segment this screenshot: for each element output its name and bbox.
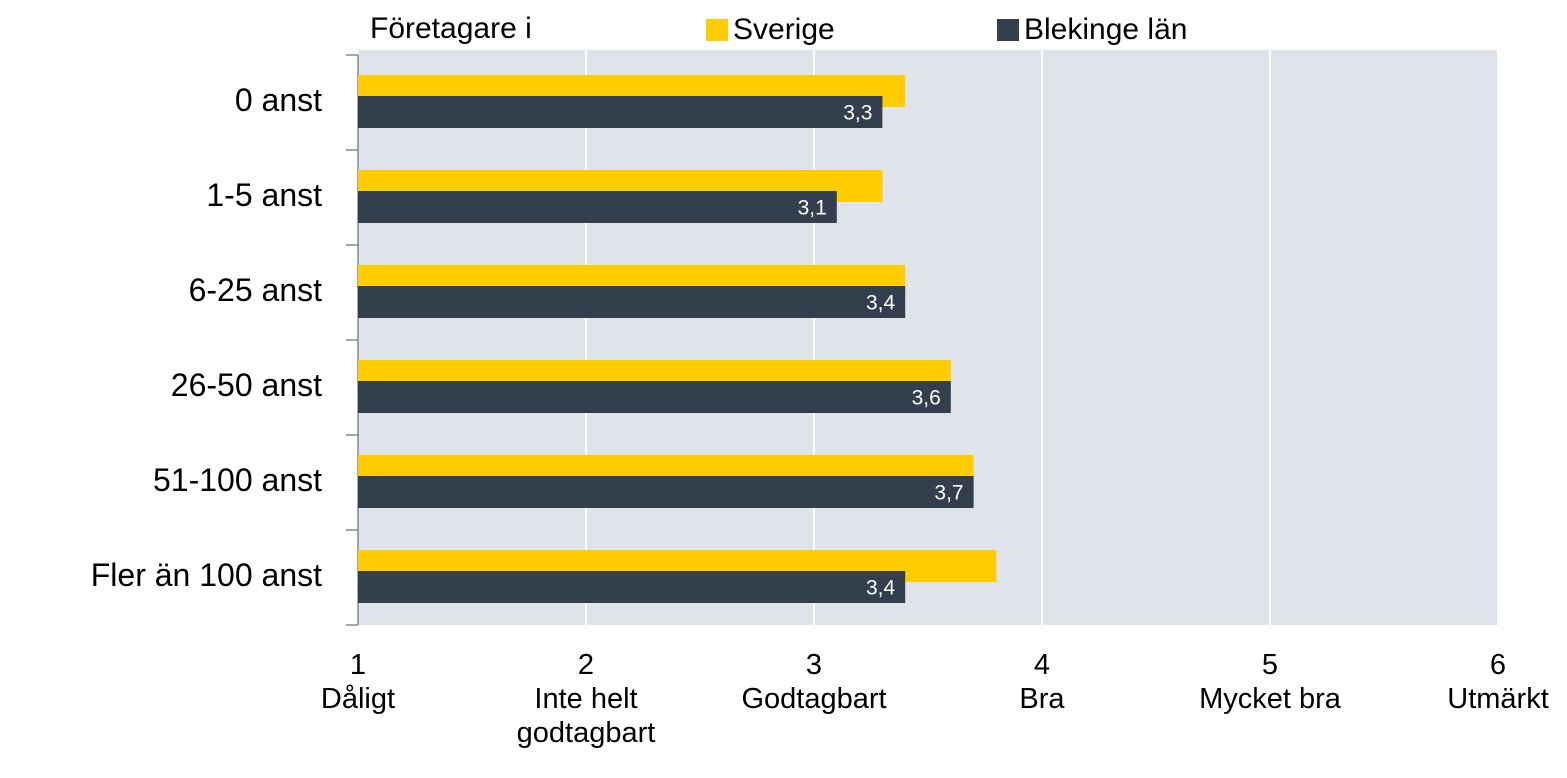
legend-swatch <box>706 19 728 41</box>
bar <box>358 381 951 413</box>
y-tick-label: Fler än 100 anst <box>91 557 322 593</box>
legend-label: Sverige <box>733 13 835 46</box>
y-tick-label: 0 anst <box>235 82 322 118</box>
legend-title: Företagare i <box>370 12 532 45</box>
x-tick-label: 4 Bra <box>1019 649 1065 715</box>
x-tick-label: 2 Inte helt godtagbart <box>516 649 656 749</box>
value-label: 3,4 <box>866 292 896 315</box>
legend-swatch <box>997 19 1019 41</box>
bar <box>358 191 837 223</box>
y-tick-label: 26-50 anst <box>171 367 322 403</box>
x-tick-label: 6 Utmärkt <box>1447 649 1549 715</box>
legend-label: Blekinge län <box>1024 13 1187 46</box>
y-tick-label: 51-100 anst <box>153 462 322 498</box>
x-tick-label: 5 Mycket bra <box>1199 649 1341 715</box>
value-label: 3,6 <box>912 387 941 410</box>
bar <box>358 571 906 603</box>
bar <box>358 476 974 508</box>
x-tick-label: 3 Godtagbart <box>741 649 887 715</box>
y-tick-label: 1-5 anst <box>206 177 322 213</box>
bar <box>358 286 906 318</box>
value-label: 3,3 <box>843 102 872 125</box>
x-tick-label: 1 Dåligt <box>320 649 396 715</box>
y-tick-label: 6-25 anst <box>189 272 323 308</box>
value-label: 3,4 <box>866 577 896 600</box>
plot-area <box>358 50 1498 625</box>
value-label: 3,1 <box>798 197 827 220</box>
value-label: 3,7 <box>934 482 963 505</box>
bar <box>358 96 883 128</box>
